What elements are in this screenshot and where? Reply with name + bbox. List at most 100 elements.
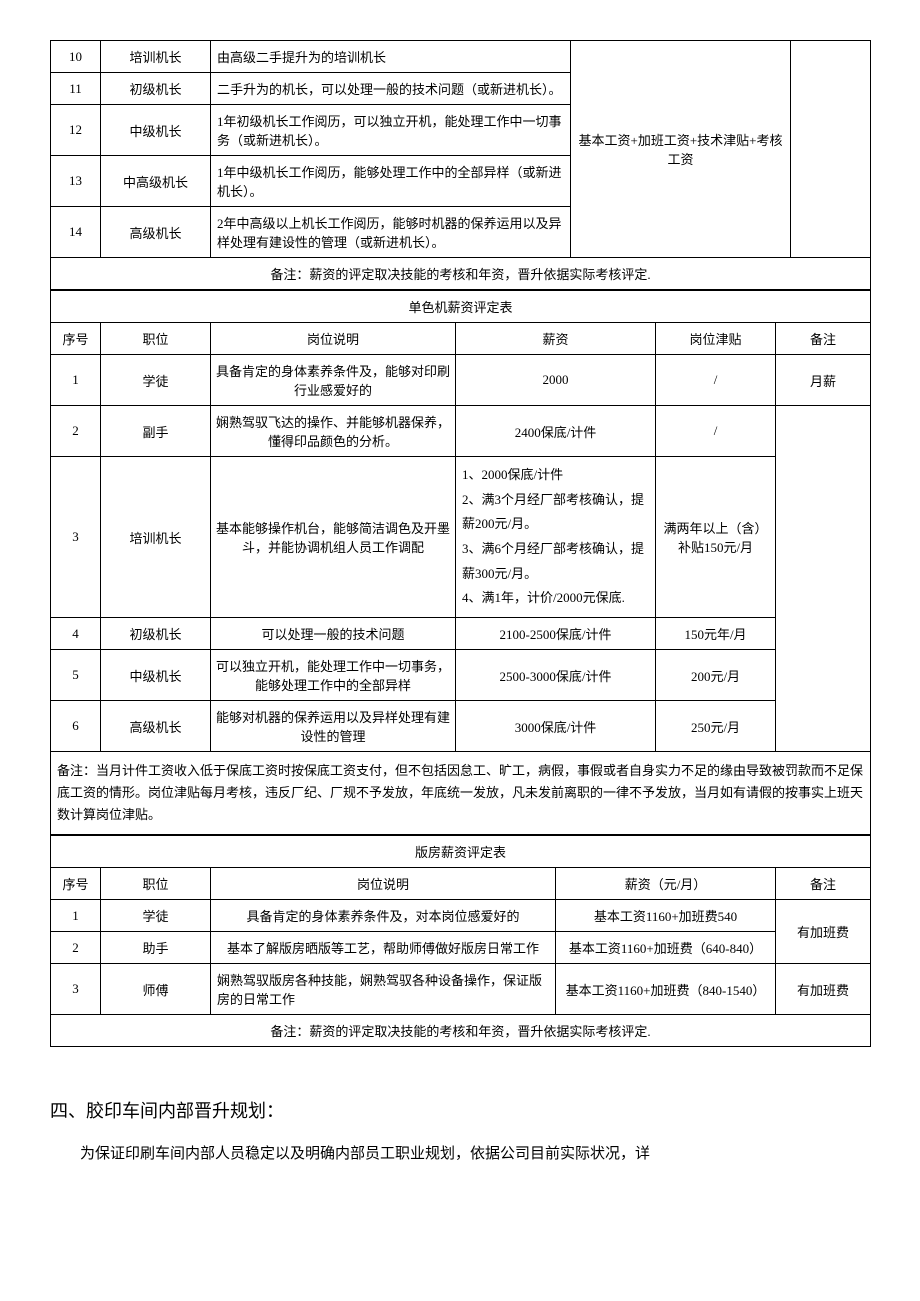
cell-allow: 150元年/月 (656, 618, 776, 650)
table-row: 2 助手 基本了解版房晒版等工艺，帮助师傅做好版房日常工作 基本工资1160+加… (51, 932, 871, 964)
cell-salary-multi: 1、2000保底/计件 2、满3个月经厂部考核确认，提薪200元/月。 3、满6… (456, 457, 656, 618)
cell-desc: 二手升为的机长，可以处理一般的技术问题（或新进机长）。 (211, 73, 571, 105)
cell-salary: 基本工资1160+加班费（640-840） (556, 932, 776, 964)
cell-desc: 由高级二手提升为的培训机长 (211, 41, 571, 73)
cell-desc: 可以独立开机，能处理工作中一切事务，能够处理工作中的全部异样 (211, 650, 456, 701)
table-row: 2 副手 娴熟驾驭飞达的操作、并能够机器保养，懂得印品颜色的分析。 2400保底… (51, 406, 871, 457)
salary-line: 3、满6个月经厂部考核确认，提薪300元/月。 (462, 537, 649, 586)
cell-salary: 2100-2500保底/计件 (456, 618, 656, 650)
cell-allow: / (656, 355, 776, 406)
cell-no: 13 (51, 156, 101, 207)
cell-desc: 娴熟驾驭版房各种技能，娴熟驾驭各种设备操作，保证版房的日常工作 (211, 964, 556, 1015)
cell-no: 1 (51, 900, 101, 932)
cell-note: 备注：当月计件工资收入低于保底工资时按保底工资支付，但不包括因怠工、旷工，病假，… (51, 752, 871, 835)
cell-no: 6 (51, 701, 101, 752)
table-row: 3 师傅 娴熟驾驭版房各种技能，娴熟驾驭各种设备操作，保证版房的日常工作 基本工… (51, 964, 871, 1015)
header-remark: 备注 (776, 323, 871, 355)
cell-allow: 满两年以上（含）补贴150元/月 (656, 457, 776, 618)
table-row: 6 高级机长 能够对机器的保养运用以及异样处理有建设性的管理 3000保底/计件… (51, 701, 871, 752)
header-salary: 薪资（元/月） (556, 868, 776, 900)
cell-no: 2 (51, 932, 101, 964)
table-title-row: 版房薪资评定表 (51, 836, 871, 868)
salary-line: 2、满3个月经厂部考核确认，提薪200元/月。 (462, 488, 649, 537)
cell-desc: 基本了解版房晒版等工艺，帮助师傅做好版房日常工作 (211, 932, 556, 964)
header-no: 序号 (51, 868, 101, 900)
cell-pos: 培训机长 (101, 457, 211, 618)
cell-no: 10 (51, 41, 101, 73)
cell-remark-merged: 有加班费 (776, 900, 871, 964)
cell-desc: 1年初级机长工作阅历，可以独立开机，能处理工作中一切事务（或新进机长）。 (211, 105, 571, 156)
cell-desc: 基本能够操作机台，能够简洁调色及开墨斗，并能协调机组人员工作调配 (211, 457, 456, 618)
cell-remark: 有加班费 (776, 964, 871, 1015)
table-banfang: 版房薪资评定表 序号 职位 岗位说明 薪资（元/月） 备注 1 学徒 具备肯定的… (50, 835, 871, 1047)
cell-remark: 月薪 (776, 355, 871, 406)
table-title-row: 单色机薪资评定表 (51, 291, 871, 323)
cell-desc: 具备肯定的身体素养条件及，对本岗位感爱好的 (211, 900, 556, 932)
cell-no: 3 (51, 457, 101, 618)
cell-pos: 中高级机长 (101, 156, 211, 207)
table-header-row: 序号 职位 岗位说明 薪资（元/月） 备注 (51, 868, 871, 900)
table-note-row: 备注：薪资的评定取决技能的考核和年资，晋升依据实际考核评定. (51, 1015, 871, 1047)
cell-no: 11 (51, 73, 101, 105)
table-note-row: 备注：薪资的评定取决技能的考核和年资，晋升依据实际考核评定. (51, 258, 871, 290)
section-body: 为保证印刷车间内部人员稳定以及明确内部员工职业规划，依据公司目前实际状况，详 (50, 1141, 870, 1168)
cell-desc: 可以处理一般的技术问题 (211, 618, 456, 650)
cell-pos: 副手 (101, 406, 211, 457)
table-row: 5 中级机长 可以独立开机，能处理工作中一切事务，能够处理工作中的全部异样 25… (51, 650, 871, 701)
table-row: 10 培训机长 由高级二手提升为的培训机长 基本工资+加班工资+技术津贴+考核工… (51, 41, 871, 73)
cell-salary: 2500-3000保底/计件 (456, 650, 656, 701)
cell-allow: 250元/月 (656, 701, 776, 752)
table-title: 单色机薪资评定表 (51, 291, 871, 323)
table-row: 1 学徒 具备肯定的身体素养条件及，对本岗位感爱好的 基本工资1160+加班费5… (51, 900, 871, 932)
cell-salary: 2400保底/计件 (456, 406, 656, 457)
header-pos: 职位 (101, 868, 211, 900)
cell-salary: 基本工资1160+加班费540 (556, 900, 776, 932)
cell-pos: 学徒 (101, 900, 211, 932)
cell-no: 4 (51, 618, 101, 650)
cell-note: 备注：薪资的评定取决技能的考核和年资，晋升依据实际考核评定. (51, 1015, 871, 1047)
table-single-color: 单色机薪资评定表 序号 职位 岗位说明 薪资 岗位津贴 备注 1 学徒 具备肯定… (50, 290, 871, 835)
cell-pos: 中级机长 (101, 105, 211, 156)
table-row: 1 学徒 具备肯定的身体素养条件及，能够对印刷行业感爱好的 2000 / 月薪 (51, 355, 871, 406)
cell-salary: 2000 (456, 355, 656, 406)
header-desc: 岗位说明 (211, 323, 456, 355)
cell-no: 3 (51, 964, 101, 1015)
cell-pos: 初级机长 (101, 73, 211, 105)
header-desc: 岗位说明 (211, 868, 556, 900)
header-remark: 备注 (776, 868, 871, 900)
cell-salary-merged: 基本工资+加班工资+技术津贴+考核工资 (571, 41, 791, 258)
salary-line: 4、满1年，计价/2000元保底. (462, 586, 649, 611)
cell-desc: 能够对机器的保养运用以及异样处理有建设性的管理 (211, 701, 456, 752)
cell-empty-merged (791, 41, 871, 258)
cell-allow: 200元/月 (656, 650, 776, 701)
cell-no: 14 (51, 207, 101, 258)
cell-allow: / (656, 406, 776, 457)
cell-desc: 具备肯定的身体素养条件及，能够对印刷行业感爱好的 (211, 355, 456, 406)
header-pos: 职位 (101, 323, 211, 355)
table-title: 版房薪资评定表 (51, 836, 871, 868)
cell-pos: 初级机长 (101, 618, 211, 650)
cell-no: 5 (51, 650, 101, 701)
header-no: 序号 (51, 323, 101, 355)
section-heading: 四、胶印车间内部晋升规划： (50, 1097, 870, 1123)
salary-line: 1、2000保底/计件 (462, 463, 649, 488)
cell-pos: 学徒 (101, 355, 211, 406)
cell-no: 12 (51, 105, 101, 156)
cell-pos: 师傅 (101, 964, 211, 1015)
cell-no: 1 (51, 355, 101, 406)
cell-pos: 中级机长 (101, 650, 211, 701)
cell-pos: 培训机长 (101, 41, 211, 73)
cell-note: 备注：薪资的评定取决技能的考核和年资，晋升依据实际考核评定. (51, 258, 871, 290)
table-row: 4 初级机长 可以处理一般的技术问题 2100-2500保底/计件 150元年/… (51, 618, 871, 650)
cell-pos: 助手 (101, 932, 211, 964)
cell-salary: 3000保底/计件 (456, 701, 656, 752)
table-top: 10 培训机长 由高级二手提升为的培训机长 基本工资+加班工资+技术津贴+考核工… (50, 40, 871, 290)
table-note-row: 备注：当月计件工资收入低于保底工资时按保底工资支付，但不包括因怠工、旷工，病假，… (51, 752, 871, 835)
cell-no: 2 (51, 406, 101, 457)
cell-pos: 高级机长 (101, 207, 211, 258)
cell-remark-merged (776, 406, 871, 752)
table-header-row: 序号 职位 岗位说明 薪资 岗位津贴 备注 (51, 323, 871, 355)
cell-salary: 基本工资1160+加班费（840-1540） (556, 964, 776, 1015)
cell-pos: 高级机长 (101, 701, 211, 752)
header-salary: 薪资 (456, 323, 656, 355)
